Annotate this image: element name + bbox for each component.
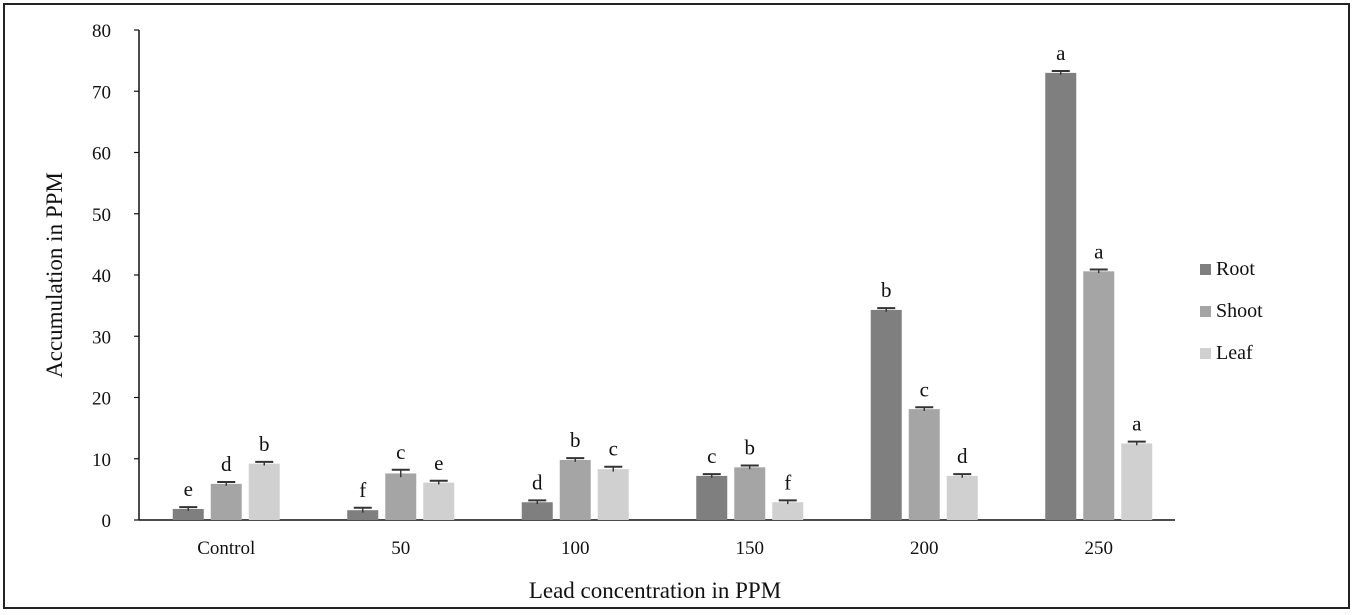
y-tick-label: 70 xyxy=(92,82,111,103)
significance-label: d xyxy=(221,452,232,476)
bar-shoot xyxy=(908,409,940,520)
bar-root xyxy=(347,510,379,520)
significance-label: a xyxy=(1094,239,1104,263)
x-tick-label: 100 xyxy=(561,538,590,559)
significance-label: b xyxy=(259,432,270,456)
significance-label: a xyxy=(1056,41,1066,65)
significance-label: b xyxy=(570,428,581,452)
bar-leaf xyxy=(772,502,804,520)
bar-shoot xyxy=(1083,271,1115,520)
legend-label: Leaf xyxy=(1216,342,1253,364)
bar-shoot xyxy=(385,473,417,520)
significance-label: c xyxy=(920,377,929,401)
bar-shoot xyxy=(559,459,591,520)
y-axis-title: Accumulation in PPM xyxy=(42,172,67,378)
y-tick-label: 10 xyxy=(92,450,111,471)
plot-area: 0 10 20 30 40 50 60 70 80 Control e d b 50 f c e 100 d b c 15… xyxy=(92,21,1175,559)
y-tick-label: 20 xyxy=(92,389,111,410)
y-tick-label: 0 xyxy=(102,511,112,532)
y-tick-label: 30 xyxy=(92,327,111,348)
significance-label: d xyxy=(957,444,968,468)
bar-shoot xyxy=(210,483,242,520)
legend-label: Root xyxy=(1216,258,1255,280)
y-tick-label: 40 xyxy=(92,266,111,287)
legend: Root Shoot Leaf xyxy=(1200,258,1263,364)
y-tick-label: 60 xyxy=(92,144,111,165)
y-tick-label: 80 xyxy=(92,21,111,42)
x-tick-label: Control xyxy=(197,538,255,559)
bar-leaf xyxy=(423,482,455,520)
significance-label: e xyxy=(184,477,193,501)
legend-swatch xyxy=(1200,348,1211,359)
bar-root xyxy=(696,475,728,520)
bar-root xyxy=(870,309,902,520)
bar-leaf xyxy=(946,475,978,520)
bar-root xyxy=(172,508,204,520)
bar-leaf xyxy=(1121,443,1153,520)
x-tick-label: 50 xyxy=(391,538,410,559)
bar-leaf xyxy=(597,469,629,520)
x-tick-label: 200 xyxy=(910,538,939,559)
bar-shoot xyxy=(734,467,766,520)
y-tick-label: 50 xyxy=(92,205,111,226)
significance-label: f xyxy=(784,470,791,494)
x-tick-label: 150 xyxy=(736,538,765,559)
legend-swatch xyxy=(1200,306,1211,317)
significance-label: a xyxy=(1132,412,1142,436)
legend-label: Shoot xyxy=(1216,300,1263,322)
x-tick-label: 250 xyxy=(1085,538,1114,559)
significance-label: b xyxy=(881,278,892,302)
bar-root xyxy=(1045,72,1077,520)
significance-label: d xyxy=(532,470,543,494)
significance-label: c xyxy=(396,440,405,464)
legend-swatch xyxy=(1200,264,1211,275)
significance-label: f xyxy=(359,478,366,502)
x-axis-title: Lead concentration in PPM xyxy=(529,578,781,603)
significance-label: e xyxy=(434,451,443,475)
significance-label: b xyxy=(745,435,756,459)
bar-leaf xyxy=(248,463,280,520)
significance-label: c xyxy=(707,444,716,468)
significance-label: c xyxy=(609,437,618,461)
bar-root xyxy=(521,502,553,520)
